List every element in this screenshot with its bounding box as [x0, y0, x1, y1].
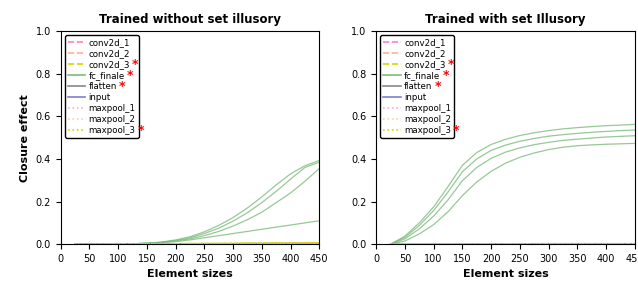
Text: *: *: [127, 69, 133, 82]
Text: *: *: [448, 58, 454, 71]
X-axis label: Element sizes: Element sizes: [147, 269, 233, 279]
Text: *: *: [138, 123, 144, 136]
Text: *: *: [119, 80, 126, 93]
Legend: conv2d_1, conv2d_2, conv2d_3, fc_finale, flatten, input, maxpool_1, maxpool_2, m: conv2d_1, conv2d_2, conv2d_3, fc_finale,…: [65, 36, 138, 138]
Title: Trained without set illusory: Trained without set illusory: [99, 13, 281, 26]
Text: *: *: [132, 58, 138, 71]
X-axis label: Element sizes: Element sizes: [463, 269, 548, 279]
Title: Trained with set Illusory: Trained with set Illusory: [426, 13, 586, 26]
Legend: conv2d_1, conv2d_2, conv2d_3, fc_finale, flatten, input, maxpool_1, maxpool_2, m: conv2d_1, conv2d_2, conv2d_3, fc_finale,…: [380, 36, 454, 138]
Y-axis label: Closure effect: Closure effect: [20, 94, 30, 181]
Text: *: *: [453, 123, 459, 136]
Text: *: *: [442, 69, 449, 82]
Text: *: *: [434, 80, 441, 93]
